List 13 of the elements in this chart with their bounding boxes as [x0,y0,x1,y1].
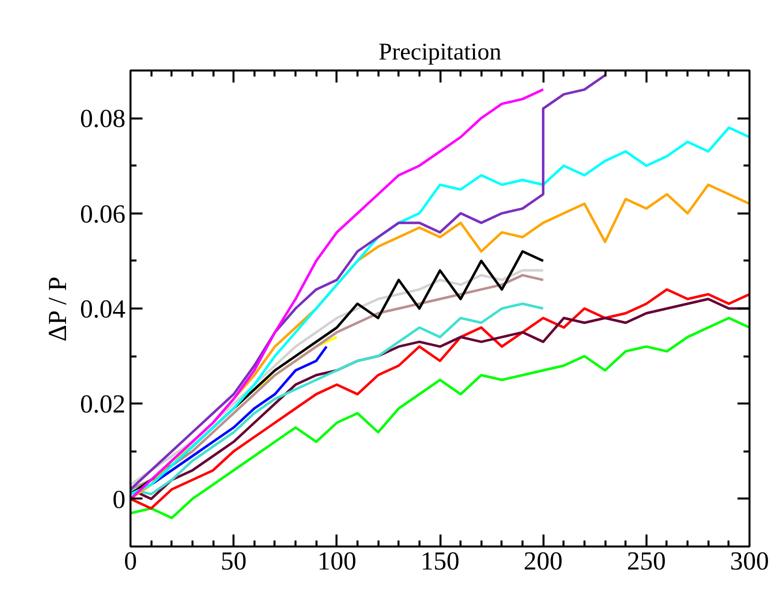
x-tick-label: 250 [626,546,666,576]
y-tick-label: 0.02 [80,390,126,419]
y-tick-label: 0.08 [80,104,126,134]
y-tick-label: 0 [112,484,126,514]
x-tick-label: 150 [420,546,460,576]
x-tick-label: 300 [730,546,769,576]
y-axis-title: ΔP / P [43,276,72,342]
y-tick-label: 0.04 [80,294,126,324]
chart-title: Precipitation [378,40,502,66]
x-tick-label: 50 [220,546,247,576]
x-tick-label: 100 [317,546,356,576]
y-tick-label: 0.06 [80,199,126,228]
x-tick-label: 200 [524,546,563,576]
